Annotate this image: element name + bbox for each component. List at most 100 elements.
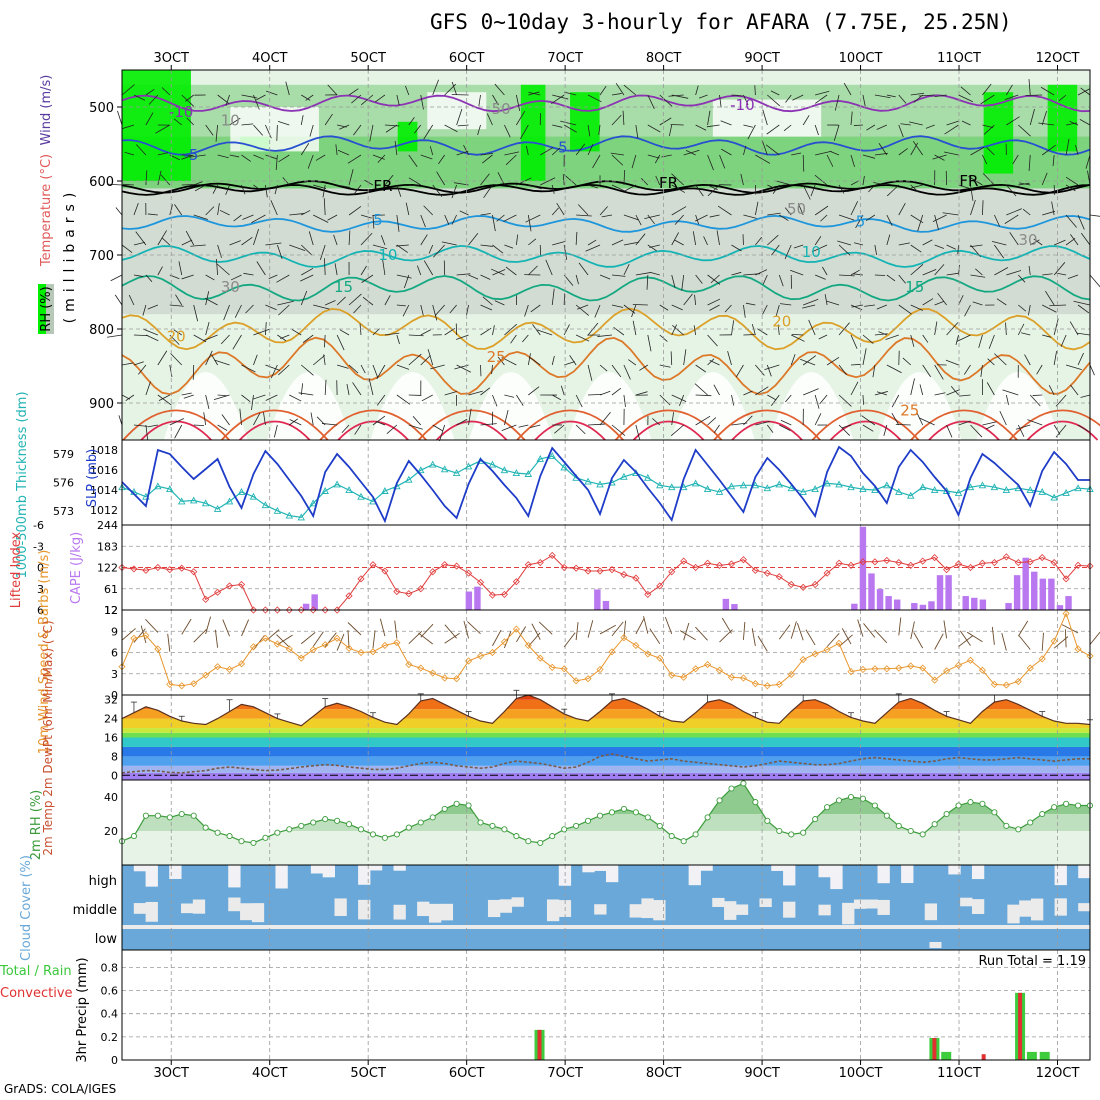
wind-barb xyxy=(181,94,195,107)
thickness-point xyxy=(357,492,365,500)
lifted-point xyxy=(1038,554,1046,562)
wind-barb xyxy=(402,304,410,317)
wind-barb xyxy=(396,274,412,279)
wind-speed-point xyxy=(704,660,712,669)
wind-barb xyxy=(999,410,1007,426)
cloud-gap-middle xyxy=(228,897,241,912)
wind-barb xyxy=(991,626,995,645)
wind-barb xyxy=(289,213,305,216)
wind-barb xyxy=(611,364,622,378)
wind-barb xyxy=(659,364,671,368)
wind-barb xyxy=(886,364,902,374)
wind-barb xyxy=(160,174,171,186)
wind-barb xyxy=(647,94,655,109)
wind-barb xyxy=(372,630,376,649)
wind-barb xyxy=(274,184,278,195)
lifted-point xyxy=(835,559,843,567)
wind-barb xyxy=(251,214,266,224)
wind-barb xyxy=(707,184,718,191)
wind-barb xyxy=(743,145,747,156)
thickness-point xyxy=(417,466,425,474)
wind-barb xyxy=(587,364,593,381)
wind-barb xyxy=(800,358,816,366)
wind-speed-point xyxy=(214,663,222,671)
lifted-point xyxy=(369,561,377,569)
temp-band xyxy=(122,732,1090,738)
cape-bar xyxy=(868,573,875,610)
wind-barb xyxy=(265,242,282,246)
wind-speed-point xyxy=(417,664,425,672)
thickness-point xyxy=(285,511,294,519)
wind-barb xyxy=(396,94,400,106)
wind-barb xyxy=(405,202,410,216)
wind-barb xyxy=(721,148,732,156)
wind-barb xyxy=(970,274,986,278)
cape-bar xyxy=(876,589,884,610)
wind-barb xyxy=(106,183,123,186)
wind-barb xyxy=(221,414,230,426)
wind-barb xyxy=(504,151,520,156)
wind-ylabel: 10m Wind Speed & Barbs (m/s) xyxy=(37,550,52,755)
rh-point xyxy=(680,838,687,845)
x-tick-label: 12OCT xyxy=(1036,51,1080,66)
wind-barb xyxy=(298,392,314,396)
lifted-point xyxy=(524,561,532,569)
rh-point xyxy=(214,829,221,836)
thickness-point xyxy=(763,484,772,492)
isotherm-line xyxy=(121,336,1091,396)
wind-barb xyxy=(181,274,194,280)
cloud-gap-middle xyxy=(1054,898,1067,916)
cape-bar xyxy=(474,586,481,610)
temp-band xyxy=(122,718,1090,729)
rh-patch xyxy=(570,92,600,152)
wind-barb xyxy=(775,304,780,317)
isotherm-warm xyxy=(731,420,803,441)
rh-point xyxy=(835,797,843,804)
rh-point xyxy=(1003,822,1010,829)
wind-barb xyxy=(239,408,242,426)
rh-point xyxy=(728,785,735,792)
wind-barb xyxy=(910,378,915,396)
wind-barb xyxy=(420,354,431,366)
wind-barb xyxy=(982,124,994,129)
cloud-gap-middle xyxy=(145,901,158,922)
wind-barb xyxy=(996,298,1007,306)
wind-barb xyxy=(766,364,772,377)
wind-speed-point xyxy=(1086,652,1094,660)
wind-barb xyxy=(301,184,312,187)
wind-barb xyxy=(587,620,594,638)
wind-barb xyxy=(323,354,326,366)
wind-speed-point xyxy=(560,665,568,673)
wind-barb xyxy=(1064,629,1067,648)
x-tick-label: 11OCT xyxy=(937,1066,981,1081)
rh-point xyxy=(369,831,377,838)
wind-barb xyxy=(217,424,228,431)
wind-barb xyxy=(575,334,590,342)
wind-barb xyxy=(671,394,687,402)
lifted-point xyxy=(907,561,915,569)
wind-barb xyxy=(289,394,302,402)
wind-speed-point xyxy=(775,680,783,688)
lifted-point xyxy=(417,585,425,593)
wind-barb xyxy=(802,355,817,366)
wind-barb xyxy=(444,632,460,644)
wind-barb xyxy=(466,304,469,316)
wind-speed-point xyxy=(321,641,329,649)
wind-barb xyxy=(230,274,242,281)
cloud-gap-high xyxy=(771,865,784,871)
wind-barb xyxy=(339,124,350,130)
wind-barb xyxy=(492,244,504,254)
wind-barb xyxy=(480,387,491,396)
wind-barb xyxy=(639,364,649,371)
wind-barb xyxy=(944,124,959,135)
rh-point xyxy=(573,822,580,829)
wind-speed-point xyxy=(142,631,150,640)
precip-conv-bar xyxy=(932,1038,937,1060)
wind-barb xyxy=(524,304,529,317)
rh-point xyxy=(346,821,353,828)
wind-barb xyxy=(671,274,676,288)
lifted-point xyxy=(966,563,975,572)
wind-barb xyxy=(909,121,923,126)
wind-barb xyxy=(412,416,422,426)
